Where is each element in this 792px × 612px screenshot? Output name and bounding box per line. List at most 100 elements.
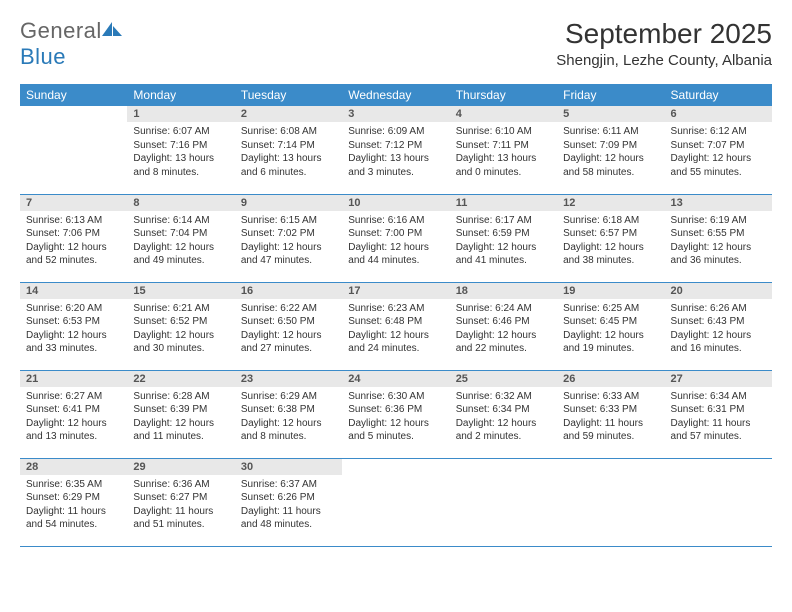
calendar-day-cell: 6Sunrise: 6:12 AMSunset: 7:07 PMDaylight… — [665, 106, 772, 194]
sunrise-text: Sunrise: 6:13 AM — [26, 214, 121, 228]
day-number: 29 — [127, 459, 234, 475]
day-details: Sunrise: 6:25 AMSunset: 6:45 PMDaylight:… — [557, 299, 664, 360]
calendar-day-cell: 16Sunrise: 6:22 AMSunset: 6:50 PMDayligh… — [235, 282, 342, 370]
day-number: 20 — [665, 283, 772, 299]
daylight-text: Daylight: 12 hours and 24 minutes. — [348, 329, 443, 356]
logo-word1: General — [20, 18, 102, 43]
weekday-header: Monday — [127, 84, 234, 106]
day-number: 14 — [20, 283, 127, 299]
calendar-day-cell — [20, 106, 127, 194]
day-number: 21 — [20, 371, 127, 387]
sunset-text: Sunset: 6:45 PM — [563, 315, 658, 329]
calendar-day-cell: 18Sunrise: 6:24 AMSunset: 6:46 PMDayligh… — [450, 282, 557, 370]
sunrise-text: Sunrise: 6:09 AM — [348, 125, 443, 139]
day-number: 16 — [235, 283, 342, 299]
sunset-text: Sunset: 6:36 PM — [348, 403, 443, 417]
sunrise-text: Sunrise: 6:23 AM — [348, 302, 443, 316]
sunset-text: Sunset: 6:29 PM — [26, 491, 121, 505]
calendar-day-cell — [665, 458, 772, 546]
daylight-text: Daylight: 12 hours and 19 minutes. — [563, 329, 658, 356]
daylight-text: Daylight: 12 hours and 11 minutes. — [133, 417, 228, 444]
sunset-text: Sunset: 6:34 PM — [456, 403, 551, 417]
daylight-text: Daylight: 11 hours and 54 minutes. — [26, 505, 121, 532]
sunset-text: Sunset: 6:27 PM — [133, 491, 228, 505]
sunset-text: Sunset: 6:57 PM — [563, 227, 658, 241]
weekday-header: Tuesday — [235, 84, 342, 106]
day-details: Sunrise: 6:36 AMSunset: 6:27 PMDaylight:… — [127, 475, 234, 536]
calendar-day-cell — [450, 458, 557, 546]
weekday-header: Wednesday — [342, 84, 449, 106]
sunrise-text: Sunrise: 6:32 AM — [456, 390, 551, 404]
sunrise-text: Sunrise: 6:34 AM — [671, 390, 766, 404]
day-number: 15 — [127, 283, 234, 299]
weekday-header: Sunday — [20, 84, 127, 106]
daylight-text: Daylight: 12 hours and 2 minutes. — [456, 417, 551, 444]
sunrise-text: Sunrise: 6:21 AM — [133, 302, 228, 316]
day-number: 6 — [665, 106, 772, 122]
daylight-text: Daylight: 12 hours and 33 minutes. — [26, 329, 121, 356]
sunset-text: Sunset: 7:07 PM — [671, 139, 766, 153]
calendar-day-cell: 19Sunrise: 6:25 AMSunset: 6:45 PMDayligh… — [557, 282, 664, 370]
day-details: Sunrise: 6:18 AMSunset: 6:57 PMDaylight:… — [557, 211, 664, 272]
calendar-day-cell: 26Sunrise: 6:33 AMSunset: 6:33 PMDayligh… — [557, 370, 664, 458]
calendar-week-row: 7Sunrise: 6:13 AMSunset: 7:06 PMDaylight… — [20, 194, 772, 282]
day-details: Sunrise: 6:14 AMSunset: 7:04 PMDaylight:… — [127, 211, 234, 272]
calendar-week-row: 1Sunrise: 6:07 AMSunset: 7:16 PMDaylight… — [20, 106, 772, 194]
sunrise-text: Sunrise: 6:35 AM — [26, 478, 121, 492]
day-details: Sunrise: 6:19 AMSunset: 6:55 PMDaylight:… — [665, 211, 772, 272]
calendar-day-cell: 27Sunrise: 6:34 AMSunset: 6:31 PMDayligh… — [665, 370, 772, 458]
sunset-text: Sunset: 7:02 PM — [241, 227, 336, 241]
sunrise-text: Sunrise: 6:33 AM — [563, 390, 658, 404]
daylight-text: Daylight: 12 hours and 16 minutes. — [671, 329, 766, 356]
calendar-day-cell — [342, 458, 449, 546]
sunrise-text: Sunrise: 6:14 AM — [133, 214, 228, 228]
day-details: Sunrise: 6:22 AMSunset: 6:50 PMDaylight:… — [235, 299, 342, 360]
calendar-day-cell: 11Sunrise: 6:17 AMSunset: 6:59 PMDayligh… — [450, 194, 557, 282]
sunset-text: Sunset: 6:50 PM — [241, 315, 336, 329]
daylight-text: Daylight: 12 hours and 36 minutes. — [671, 241, 766, 268]
daylight-text: Daylight: 12 hours and 5 minutes. — [348, 417, 443, 444]
day-number: 18 — [450, 283, 557, 299]
calendar-week-row: 28Sunrise: 6:35 AMSunset: 6:29 PMDayligh… — [20, 458, 772, 546]
sunrise-text: Sunrise: 6:27 AM — [26, 390, 121, 404]
calendar-week-row: 14Sunrise: 6:20 AMSunset: 6:53 PMDayligh… — [20, 282, 772, 370]
sunset-text: Sunset: 6:43 PM — [671, 315, 766, 329]
calendar-day-cell: 15Sunrise: 6:21 AMSunset: 6:52 PMDayligh… — [127, 282, 234, 370]
calendar-day-cell: 13Sunrise: 6:19 AMSunset: 6:55 PMDayligh… — [665, 194, 772, 282]
daylight-text: Daylight: 12 hours and 22 minutes. — [456, 329, 551, 356]
calendar-day-cell: 23Sunrise: 6:29 AMSunset: 6:38 PMDayligh… — [235, 370, 342, 458]
sunrise-text: Sunrise: 6:18 AM — [563, 214, 658, 228]
daylight-text: Daylight: 12 hours and 8 minutes. — [241, 417, 336, 444]
calendar-day-cell: 9Sunrise: 6:15 AMSunset: 7:02 PMDaylight… — [235, 194, 342, 282]
day-number: 3 — [342, 106, 449, 122]
calendar-day-cell: 14Sunrise: 6:20 AMSunset: 6:53 PMDayligh… — [20, 282, 127, 370]
day-number: 27 — [665, 371, 772, 387]
calendar-body: 1Sunrise: 6:07 AMSunset: 7:16 PMDaylight… — [20, 106, 772, 546]
logo-word2: Blue — [20, 44, 66, 69]
day-details: Sunrise: 6:30 AMSunset: 6:36 PMDaylight:… — [342, 387, 449, 448]
daylight-text: Daylight: 12 hours and 49 minutes. — [133, 241, 228, 268]
day-details: Sunrise: 6:35 AMSunset: 6:29 PMDaylight:… — [20, 475, 127, 536]
day-number: 24 — [342, 371, 449, 387]
sunset-text: Sunset: 6:52 PM — [133, 315, 228, 329]
calendar-header-row: SundayMondayTuesdayWednesdayThursdayFrid… — [20, 84, 772, 106]
day-number: 5 — [557, 106, 664, 122]
daylight-text: Daylight: 11 hours and 59 minutes. — [563, 417, 658, 444]
sunset-text: Sunset: 7:11 PM — [456, 139, 551, 153]
day-number: 26 — [557, 371, 664, 387]
day-number: 30 — [235, 459, 342, 475]
day-details: Sunrise: 6:33 AMSunset: 6:33 PMDaylight:… — [557, 387, 664, 448]
sunset-text: Sunset: 6:38 PM — [241, 403, 336, 417]
daylight-text: Daylight: 12 hours and 52 minutes. — [26, 241, 121, 268]
day-details: Sunrise: 6:16 AMSunset: 7:00 PMDaylight:… — [342, 211, 449, 272]
day-details: Sunrise: 6:27 AMSunset: 6:41 PMDaylight:… — [20, 387, 127, 448]
calendar-day-cell: 4Sunrise: 6:10 AMSunset: 7:11 PMDaylight… — [450, 106, 557, 194]
calendar-day-cell: 21Sunrise: 6:27 AMSunset: 6:41 PMDayligh… — [20, 370, 127, 458]
sunrise-text: Sunrise: 6:19 AM — [671, 214, 766, 228]
calendar-day-cell: 17Sunrise: 6:23 AMSunset: 6:48 PMDayligh… — [342, 282, 449, 370]
day-details: Sunrise: 6:10 AMSunset: 7:11 PMDaylight:… — [450, 122, 557, 183]
sunset-text: Sunset: 7:09 PM — [563, 139, 658, 153]
daylight-text: Daylight: 12 hours and 44 minutes. — [348, 241, 443, 268]
daylight-text: Daylight: 13 hours and 8 minutes. — [133, 152, 228, 179]
day-details: Sunrise: 6:26 AMSunset: 6:43 PMDaylight:… — [665, 299, 772, 360]
